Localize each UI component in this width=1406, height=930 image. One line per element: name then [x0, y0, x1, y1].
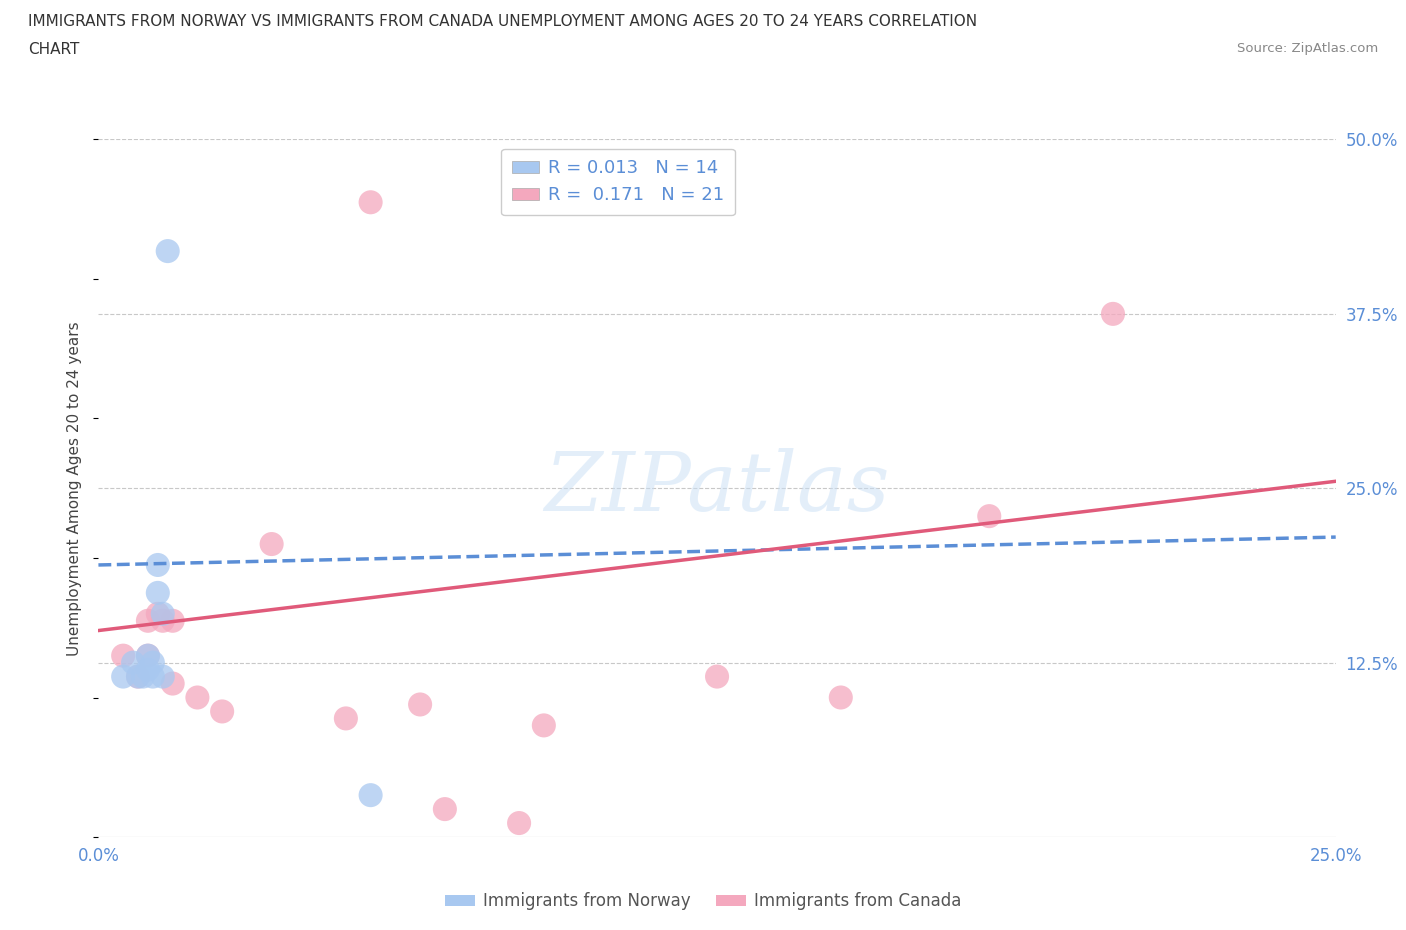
Point — [136, 648, 159, 663]
Point — [112, 670, 135, 684]
Point — [152, 606, 174, 621]
Point — [132, 670, 155, 684]
Point — [146, 586, 169, 601]
Legend: Immigrants from Norway, Immigrants from Canada: Immigrants from Norway, Immigrants from … — [439, 885, 967, 917]
Point — [136, 648, 159, 663]
Point — [508, 816, 530, 830]
Point — [156, 244, 179, 259]
Text: IMMIGRANTS FROM NORWAY VS IMMIGRANTS FROM CANADA UNEMPLOYMENT AMONG AGES 20 TO 2: IMMIGRANTS FROM NORWAY VS IMMIGRANTS FRO… — [28, 14, 977, 29]
Point — [127, 670, 149, 684]
Point — [122, 656, 145, 671]
Point — [360, 788, 382, 803]
Point — [127, 670, 149, 684]
Legend: R = 0.013   N = 14, R =  0.171   N = 21: R = 0.013 N = 14, R = 0.171 N = 21 — [501, 149, 735, 215]
Point — [136, 614, 159, 629]
Point — [260, 537, 283, 551]
Point — [533, 718, 555, 733]
Point — [1102, 307, 1125, 322]
Point — [360, 195, 382, 210]
Point — [186, 690, 208, 705]
Point — [979, 509, 1001, 524]
Point — [136, 662, 159, 677]
Point — [162, 676, 184, 691]
Point — [146, 558, 169, 573]
Point — [152, 670, 174, 684]
Text: ZIPatlas: ZIPatlas — [544, 448, 890, 528]
Text: Source: ZipAtlas.com: Source: ZipAtlas.com — [1237, 42, 1378, 55]
Text: CHART: CHART — [28, 42, 80, 57]
Point — [146, 606, 169, 621]
Point — [162, 614, 184, 629]
Point — [409, 698, 432, 712]
Point — [433, 802, 456, 817]
Point — [211, 704, 233, 719]
Point — [142, 656, 165, 671]
Point — [706, 670, 728, 684]
Point — [335, 711, 357, 725]
Y-axis label: Unemployment Among Ages 20 to 24 years: Unemployment Among Ages 20 to 24 years — [67, 321, 83, 656]
Point — [112, 648, 135, 663]
Point — [830, 690, 852, 705]
Point — [142, 670, 165, 684]
Point — [152, 614, 174, 629]
